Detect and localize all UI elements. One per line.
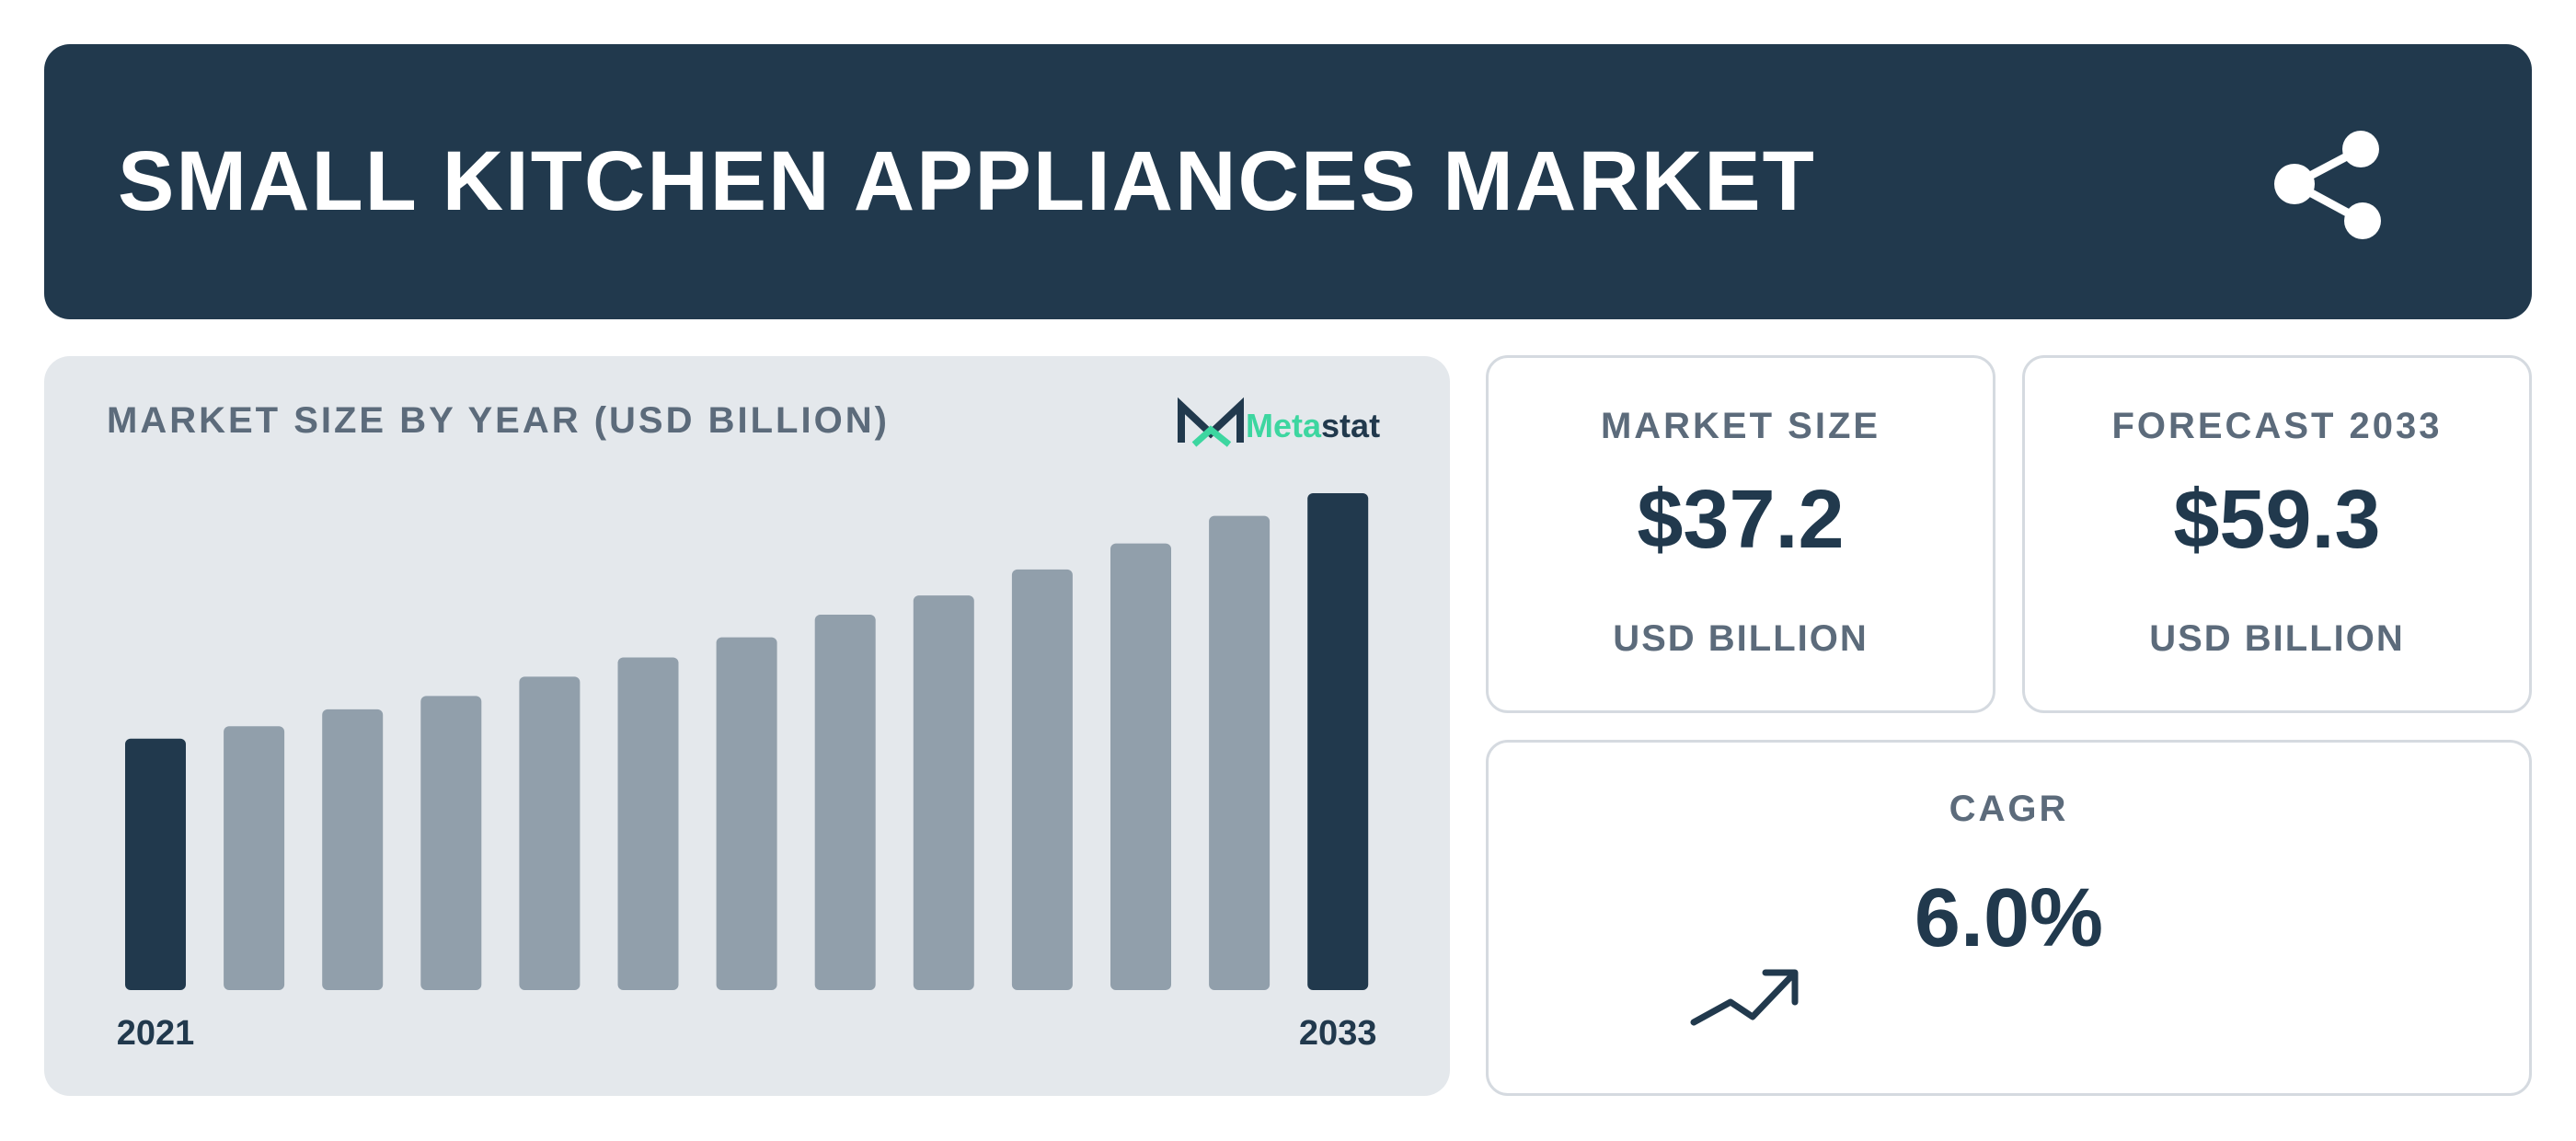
forecast-value: $59.3 (2173, 474, 2381, 566)
bar-2030 (1011, 569, 1073, 990)
cagr-card: CAGR 6.0% (1486, 740, 2532, 1096)
bar-2029 (913, 595, 974, 990)
page-title: SMALL KITCHEN APPLIANCES MARKET (118, 134, 1816, 228)
x-tick-label-2021: 2021 (117, 1014, 195, 1053)
market-size-unit: USD BILLION (1613, 618, 1869, 659)
chart-panel: MARKET SIZE BY YEAR (USD BILLION) Metast… (44, 356, 1450, 1096)
svg-text:Metastat: Metastat (1246, 407, 1380, 444)
market-size-card: MARKET SIZE $37.2 USD BILLION (1486, 355, 1995, 713)
bar-2024 (420, 696, 482, 990)
cagr-label: CAGR (1949, 789, 2069, 829)
bar-2028 (814, 615, 876, 990)
header-banner: SMALL KITCHEN APPLIANCES MARKET (44, 44, 2532, 319)
bar-2022 (224, 726, 285, 990)
logo-text-meta: Meta (1246, 407, 1322, 444)
cagr-value: 6.0% (1914, 872, 2104, 964)
bar-2027 (716, 637, 777, 990)
logo-text-stat: stat (1321, 407, 1380, 444)
bar-2023 (322, 709, 384, 990)
bar-2025 (519, 676, 581, 990)
forecast-card: FORECAST 2033 $59.3 USD BILLION (2022, 355, 2532, 713)
bar-chart: 2021 2033 (117, 493, 1377, 1053)
bar-2033 (1307, 493, 1369, 990)
metastat-logo: Metastat (1178, 397, 1380, 447)
forecast-label: FORECAST 2033 (2111, 406, 2443, 446)
x-tick-label-2033: 2033 (1299, 1014, 1377, 1053)
bar-2031 (1110, 543, 1171, 990)
chart-title: MARKET SIZE BY YEAR (USD BILLION) (107, 400, 890, 441)
forecast-unit: USD BILLION (2149, 618, 2405, 659)
market-size-label: MARKET SIZE (1600, 406, 1881, 446)
market-size-value: $37.2 (1637, 474, 1845, 566)
bar-2026 (617, 657, 679, 990)
share-icon[interactable] (2269, 118, 2398, 247)
trend-up-icon (1690, 969, 1799, 1026)
bar-2032 (1209, 515, 1271, 990)
bar-2021 (125, 738, 186, 990)
